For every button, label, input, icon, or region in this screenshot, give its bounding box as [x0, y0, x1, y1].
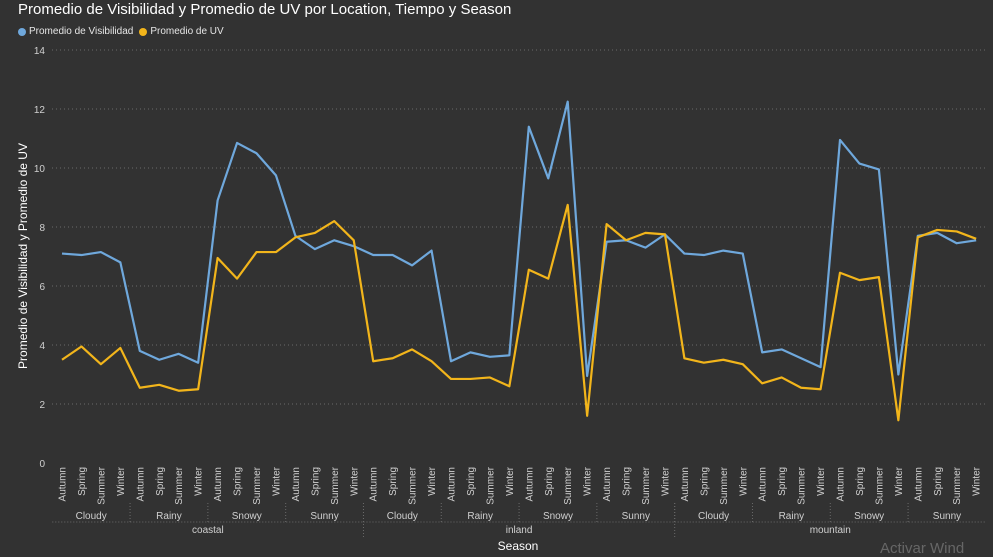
series-line-visibilidad: [62, 102, 976, 376]
x-tick-label: Winter: [349, 466, 360, 496]
x-tick-label: Summer: [485, 466, 496, 504]
x-tick-label: Spring: [155, 467, 166, 496]
x-tick-label: Autumn: [758, 467, 769, 501]
weather-group-label: Cloudy: [698, 511, 729, 522]
x-tick-label: Spring: [622, 467, 633, 496]
x-tick-label: Spring: [466, 467, 477, 496]
y-tick-label: 6: [39, 282, 45, 293]
x-tick-label: Winter: [894, 466, 905, 496]
y-tick-label: 8: [39, 223, 45, 234]
x-tick-label: Summer: [719, 466, 730, 504]
weather-group-label: Cloudy: [76, 511, 107, 522]
x-tick-label: Winter: [271, 466, 282, 496]
x-tick-label: Winter: [816, 466, 827, 496]
weather-group-label: Snowy: [543, 511, 573, 522]
x-tick-label: Summer: [252, 466, 263, 504]
weather-group-label: Sunny: [933, 511, 961, 522]
x-tick-label: Summer: [96, 466, 107, 504]
x-tick-label: Autumn: [836, 467, 847, 501]
weather-group-label: Rainy: [156, 511, 182, 522]
x-tick-label: Spring: [233, 467, 244, 496]
x-tick-label: Autumn: [58, 467, 69, 501]
x-tick-label: Spring: [77, 467, 88, 496]
location-group-label: mountain: [810, 525, 851, 536]
x-tick-label: Winter: [660, 466, 671, 496]
x-tick-label: Summer: [330, 466, 341, 504]
x-tick-label: Summer: [563, 466, 574, 504]
x-tick-label: Spring: [855, 467, 866, 496]
x-tick-label: Autumn: [213, 467, 224, 501]
x-tick-label: Autumn: [680, 467, 691, 501]
activation-watermark: Activar Wind: [880, 540, 964, 557]
weather-group-label: Sunny: [622, 511, 650, 522]
x-tick-label: Winter: [738, 466, 749, 496]
x-tick-label: Summer: [797, 466, 808, 504]
y-tick-label: 4: [39, 341, 45, 352]
x-tick-label: Winter: [194, 466, 205, 496]
x-tick-label: Spring: [699, 467, 710, 496]
x-tick-label: Autumn: [447, 467, 458, 501]
x-tick-label: Autumn: [524, 467, 535, 501]
x-tick-label: Summer: [641, 466, 652, 504]
x-tick-label: Spring: [933, 467, 944, 496]
weather-group-label: Rainy: [467, 511, 493, 522]
y-tick-label: 12: [34, 105, 46, 116]
weather-group-label: Rainy: [779, 511, 805, 522]
weather-group-label: Snowy: [854, 511, 884, 522]
weather-group-label: Cloudy: [387, 511, 418, 522]
weather-group-label: Snowy: [232, 511, 262, 522]
x-tick-label: Autumn: [369, 467, 380, 501]
location-group-label: coastal: [192, 525, 224, 536]
x-tick-label: Spring: [544, 467, 555, 496]
x-tick-label: Summer: [408, 466, 419, 504]
weather-group-label: Sunny: [310, 511, 338, 522]
x-tick-label: Summer: [952, 466, 963, 504]
location-group-label: inland: [506, 525, 533, 536]
x-tick-label: Autumn: [135, 467, 146, 501]
y-axis-label: Promedio de Visibilidad y Promedio de UV: [16, 143, 30, 369]
x-tick-label: Spring: [777, 467, 788, 496]
x-tick-label: Winter: [505, 466, 516, 496]
x-tick-label: Winter: [116, 466, 127, 496]
x-tick-label: Summer: [174, 466, 185, 504]
x-tick-label: Autumn: [913, 467, 924, 501]
y-tick-label: 10: [34, 164, 46, 175]
x-tick-label: Winter: [972, 466, 983, 496]
x-tick-label: Autumn: [602, 467, 613, 501]
x-tick-label: Autumn: [291, 467, 302, 501]
x-tick-label: Spring: [388, 467, 399, 496]
x-tick-label: Winter: [427, 466, 438, 496]
y-tick-label: 2: [39, 400, 45, 411]
x-tick-label: Summer: [874, 466, 885, 504]
x-tick-label: Spring: [310, 467, 321, 496]
y-tick-label: 0: [39, 459, 45, 470]
x-axis-label: Season: [498, 539, 539, 553]
y-tick-label: 14: [34, 46, 46, 57]
x-tick-label: Winter: [583, 466, 594, 496]
